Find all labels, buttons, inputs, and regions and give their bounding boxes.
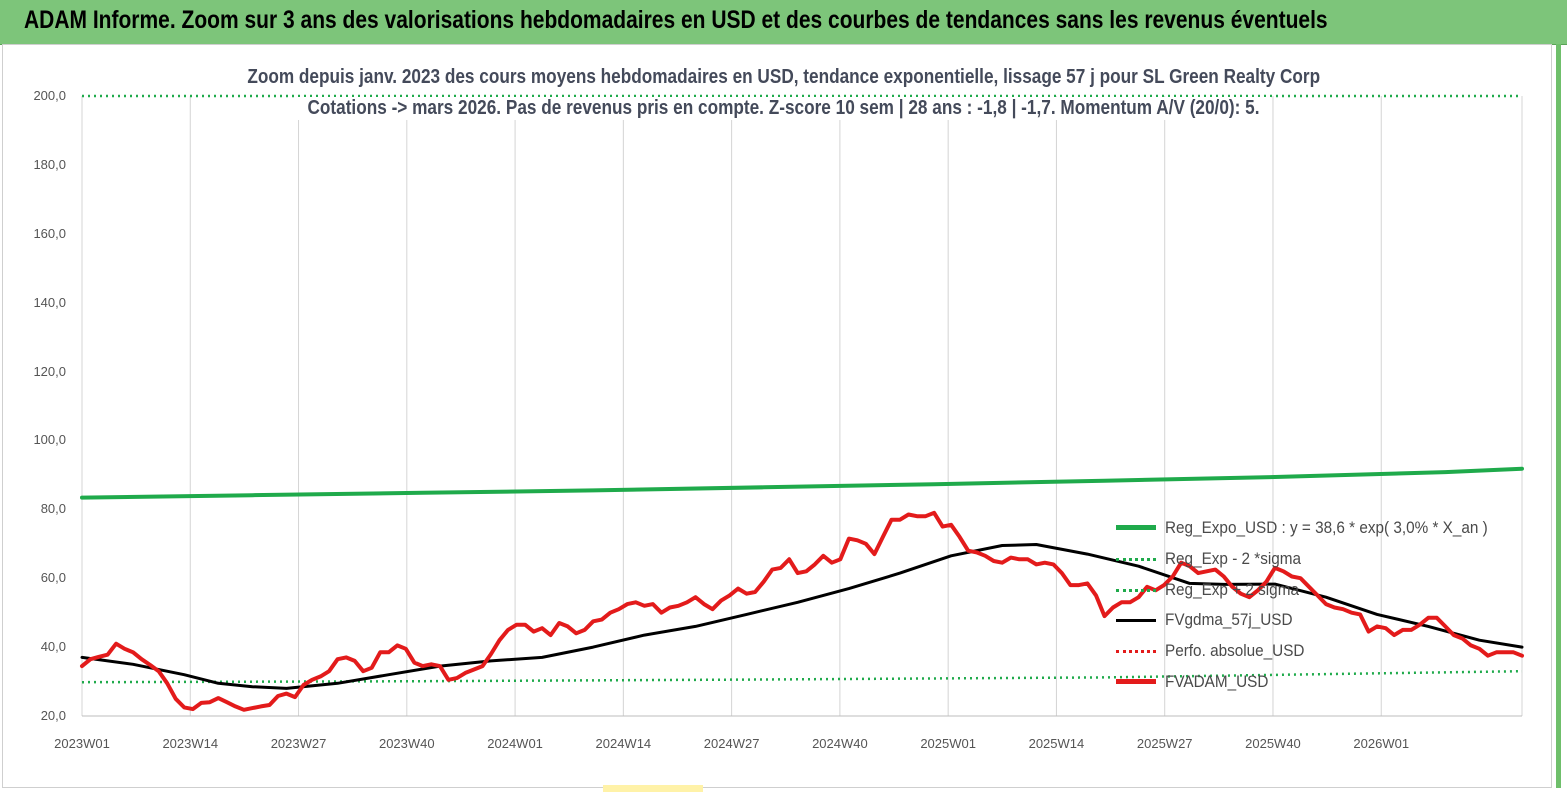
y-tick-label: 120,0 [33,363,66,379]
legend-label: Perfo. absolue_USD [1165,641,1305,660]
x-tick-label: 2024W01 [487,736,543,751]
x-tick-label: 2023W01 [54,736,110,751]
x-tick-label: 2025W01 [920,736,976,751]
legend-swatch-dotted-red [1116,650,1156,653]
x-tick-label: 2025W27 [1136,736,1193,751]
x-tick-label: 2023W27 [270,736,327,751]
series-lines [80,94,1524,712]
y-tick-label: 20,0 [40,708,66,723]
x-tick-label: 2025W40 [1245,736,1301,751]
y-tick-label: 140,0 [33,294,66,310]
y-tick-label: 200,0 [33,88,66,103]
legend-swatch-dotted-green [1116,558,1156,561]
bottom-tab-marker [603,785,703,792]
legend-label: Reg_Expo_USD : y = 38,6 * exp( 3,0% * X_… [1165,518,1488,537]
x-tick-label: 2023W40 [378,736,435,751]
report-title: ADAM Informe. Zoom sur 3 ans des valoris… [24,6,1328,34]
legend-label: FVADAM_USD [1165,672,1269,691]
series-line-reg-expo-usd [80,466,1524,500]
report-header: ADAM Informe. Zoom sur 3 ans des valoris… [0,0,1567,45]
legend-swatch-solid-red [1116,679,1156,684]
y-tick-label: 160,0 [33,225,66,241]
x-tick-label: 2025W14 [1028,736,1085,751]
y-tick-label: 80,0 [40,501,66,517]
series-line-fvadam-usd [80,510,1524,712]
legend-label: Reg_Exp + 2 sigma [1165,580,1299,599]
grid-lines [81,96,1523,717]
y-tick-label: 60,0 [40,570,66,586]
y-tick-label: 40,0 [40,639,66,655]
legend-swatch-solid-green [1116,525,1156,530]
x-tick-label: 2024W40 [812,736,868,751]
x-tick-label: 2026W01 [1353,736,1410,751]
legend-swatch-dotted-green [1116,589,1156,592]
chart-title-line-1: Zoom depuis janv. 2023 des cours moyens … [0,66,1567,89]
series-line-fvgdma-57j-usd [80,543,1524,690]
frame-accent-bar [1556,44,1561,788]
x-tick-label: 2024W27 [703,736,760,751]
chart-frame [2,44,1552,788]
chart-title-line-2: Cotations -> mars 2026. Pas de revenus p… [0,97,1567,120]
legend-swatch-solid-black [1116,619,1156,622]
series-line-reg-exp [81,669,1523,684]
legend-label: FVgdma_57j_USD [1165,610,1293,629]
x-tick-label: 2023W14 [162,736,219,751]
y-tick-label: 100,0 [33,432,66,448]
legend-label: Reg_Exp - 2 *sigma [1165,549,1302,568]
y-tick-label: 180,0 [33,156,66,172]
x-tick-label: 2024W14 [595,736,652,751]
